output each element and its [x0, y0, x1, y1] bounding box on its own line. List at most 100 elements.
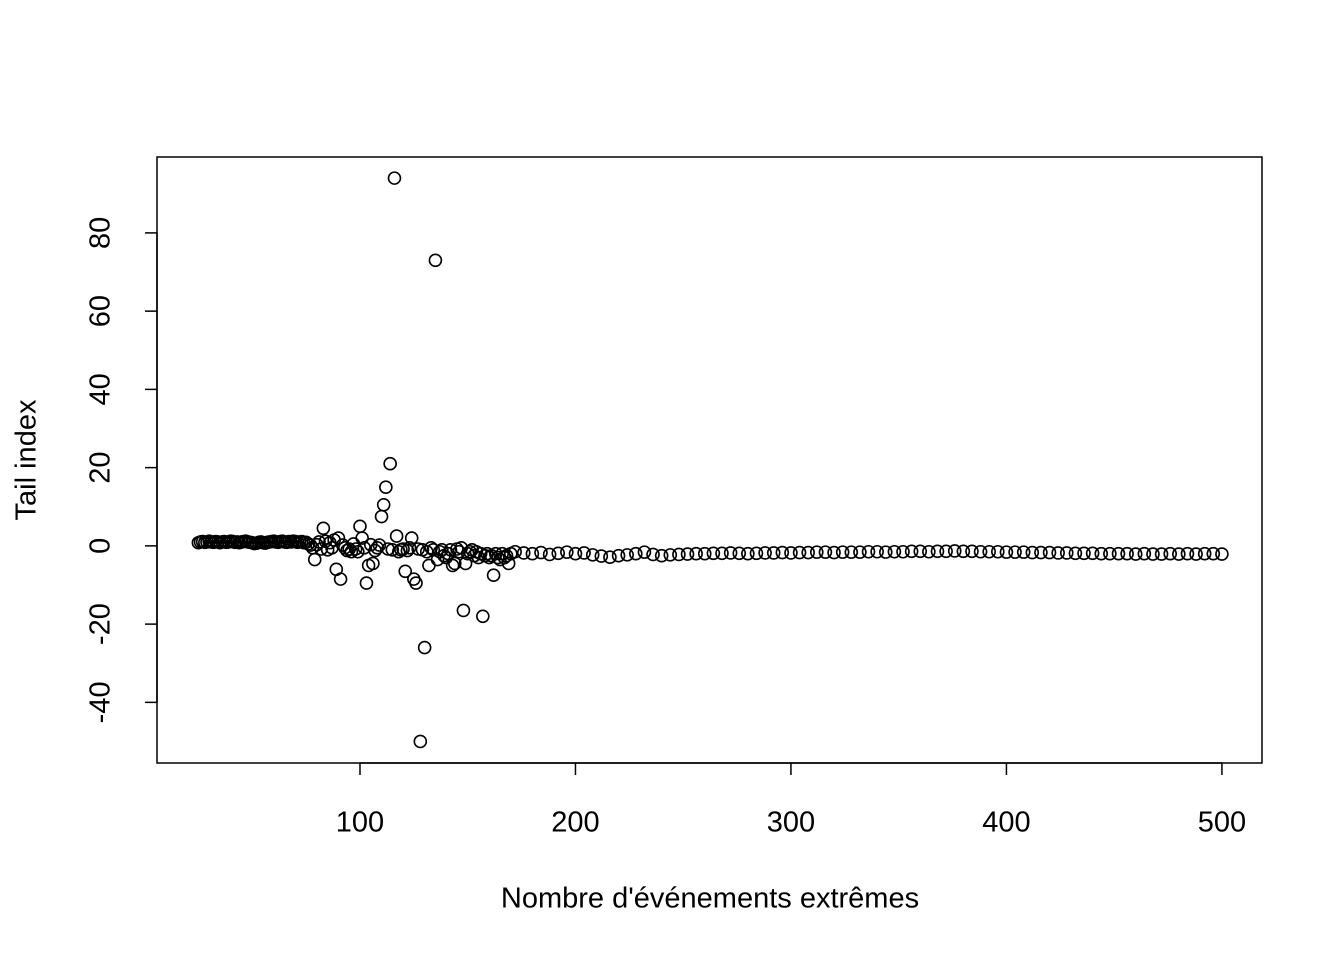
data-point: [374, 509, 389, 524]
x-axis-label: Nombre d'événements extrêmes: [501, 883, 919, 915]
data-point: [1008, 545, 1022, 559]
data-point: [1059, 546, 1074, 560]
data-point: [1137, 546, 1152, 561]
data-point: [409, 576, 423, 590]
data-point: [516, 546, 531, 560]
data-point: [404, 531, 419, 545]
data-point: [947, 544, 962, 558]
data-point: [732, 546, 747, 561]
data-point: [1085, 546, 1100, 561]
data-point: [999, 545, 1014, 559]
data-point: [353, 519, 367, 534]
data-point: [486, 568, 501, 583]
data-point: [1215, 547, 1229, 561]
data-point: [654, 548, 669, 563]
data-point: [1016, 545, 1031, 559]
data-point: [801, 545, 815, 560]
data-point: [1146, 547, 1160, 561]
data-point: [706, 546, 721, 561]
data-point: [585, 548, 600, 562]
y-tick-label: -20: [85, 603, 117, 645]
data-point: [1042, 545, 1057, 560]
data-point: [1154, 547, 1169, 561]
data-point: [629, 546, 643, 561]
y-tick-label: -40: [85, 681, 117, 723]
data-point: [758, 546, 772, 560]
data-point: [398, 564, 413, 579]
data-point: [307, 552, 322, 567]
data-point: [749, 546, 764, 561]
data-point: [1120, 546, 1134, 561]
data-point: [956, 544, 971, 559]
data-point: [577, 546, 591, 560]
data-point: [835, 545, 850, 559]
data-point: [458, 556, 473, 571]
y-tick-label: 20: [85, 451, 117, 483]
data-point: [312, 535, 326, 549]
y-tick-label: 40: [85, 373, 117, 405]
data-point: [870, 544, 884, 559]
data-point: [1068, 546, 1083, 561]
x-tick-label: 100: [336, 807, 384, 839]
data-point: [491, 550, 505, 565]
data-point: [603, 550, 617, 565]
data-point: [913, 544, 928, 559]
data-point: [672, 547, 686, 562]
y-tick-label: 80: [85, 217, 117, 249]
data-point: [456, 603, 471, 618]
data-point: [1189, 547, 1203, 561]
data-point: [982, 544, 996, 559]
data-point: [316, 521, 331, 536]
data-point: [419, 544, 434, 559]
data-point: [355, 531, 369, 545]
data-point: [422, 558, 436, 573]
data-point: [637, 545, 652, 559]
data-point: [818, 545, 833, 559]
data-point: [389, 529, 404, 543]
data-point: [620, 548, 634, 562]
y-axis-label: Tail index: [11, 399, 43, 520]
data-point: [853, 545, 867, 559]
data-point: [646, 547, 660, 562]
data-point: [525, 546, 540, 561]
data-point: [904, 544, 919, 559]
data-point: [887, 544, 902, 559]
data-point: [741, 546, 755, 561]
data-point: [424, 541, 438, 555]
data-point: [372, 538, 387, 552]
data-point: [348, 542, 363, 556]
data-point: [542, 547, 557, 562]
data-point: [1077, 546, 1091, 561]
data-point: [534, 545, 548, 560]
plot-frame: [156, 156, 1263, 764]
data-point: [784, 546, 798, 560]
data-point: [331, 531, 346, 545]
data-point: [973, 544, 988, 559]
data-point: [443, 542, 458, 557]
data-point: [476, 609, 490, 624]
data-point: [922, 544, 936, 559]
data-point: [370, 541, 385, 555]
data-point: [1111, 546, 1126, 561]
y-tick-label: 60: [85, 295, 117, 327]
data-point: [413, 734, 428, 749]
data-point: [1025, 545, 1040, 560]
data-point: [723, 546, 738, 560]
data-point: [775, 545, 790, 560]
data-point: [417, 640, 432, 655]
data-point: [1051, 546, 1065, 560]
data-point: [991, 544, 1005, 559]
data-point: [366, 556, 380, 571]
data-point: [878, 545, 893, 559]
data-point: [568, 546, 583, 561]
data-point: [1163, 546, 1178, 561]
x-tick-label: 400: [982, 807, 1030, 839]
data-point: [844, 545, 859, 559]
data-point: [383, 456, 397, 471]
data-point: [680, 547, 695, 561]
data-point: [445, 558, 460, 573]
data-point: [827, 545, 841, 560]
data-point: [560, 545, 574, 559]
data-point: [551, 546, 566, 561]
